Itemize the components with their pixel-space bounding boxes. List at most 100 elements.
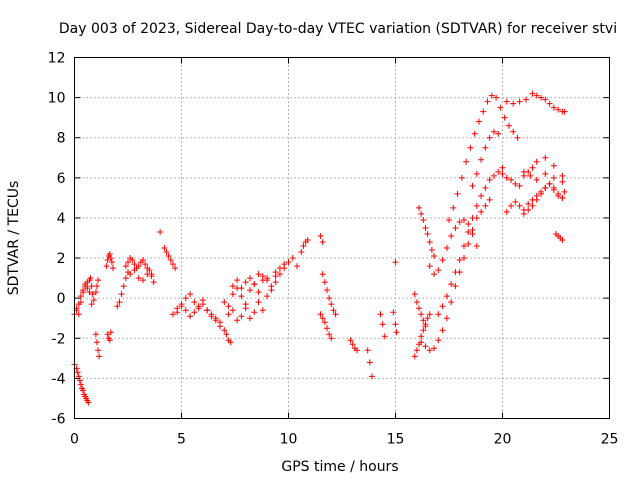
data-point [285, 259, 292, 266]
data-point [520, 172, 527, 179]
data-point [448, 281, 455, 288]
data-point [418, 210, 425, 217]
data-point [435, 267, 442, 274]
data-point [475, 118, 482, 125]
data-point [454, 190, 461, 197]
data-point [129, 257, 136, 264]
data-point [172, 265, 179, 272]
data-point [191, 309, 198, 316]
data-point [484, 98, 491, 105]
data-point [413, 299, 420, 306]
data-point [499, 170, 506, 177]
data-point [480, 108, 487, 115]
data-point [510, 128, 517, 135]
data-point [259, 273, 266, 280]
data-point [416, 204, 423, 211]
data-point [533, 92, 540, 99]
data-point [144, 271, 151, 278]
data-point [381, 333, 388, 340]
data-point [460, 216, 467, 223]
data-point [393, 329, 400, 336]
data-point [514, 134, 521, 141]
data-point [131, 261, 138, 268]
data-point [426, 239, 433, 246]
data-point [87, 275, 94, 282]
y-tick-label: -6 [52, 412, 66, 428]
data-point [503, 98, 510, 105]
data-point [550, 162, 557, 169]
data-point [411, 353, 418, 360]
data-point [529, 90, 536, 97]
data-point [90, 297, 97, 304]
data-point [95, 277, 102, 284]
data-point [452, 269, 459, 276]
data-point [431, 271, 438, 278]
data-point [127, 271, 134, 278]
data-point [550, 104, 557, 111]
data-point [122, 263, 129, 270]
data-point [246, 275, 253, 282]
data-point [104, 257, 111, 264]
data-point [428, 247, 435, 254]
data-point [364, 347, 371, 354]
data-point [217, 323, 224, 330]
data-point [208, 313, 215, 320]
data-point [456, 257, 463, 264]
data-point [422, 343, 429, 350]
data-point [422, 224, 429, 231]
data-point [242, 305, 249, 312]
data-point [493, 94, 500, 101]
data-point [503, 208, 510, 215]
data-point [234, 317, 241, 324]
data-point [107, 329, 114, 336]
data-point [300, 243, 307, 250]
x-axis-label: GPS time / hours [281, 459, 398, 475]
data-point [546, 100, 553, 107]
data-point [555, 106, 562, 113]
data-point [118, 291, 125, 298]
data-point [448, 232, 455, 239]
data-point [103, 263, 110, 270]
data-point [93, 283, 100, 290]
data-point [420, 327, 427, 334]
data-point [529, 164, 536, 171]
x-tick-label: 0 [70, 432, 79, 448]
data-point [529, 202, 536, 209]
data-point [452, 224, 459, 231]
data-point [174, 309, 181, 316]
data-point [418, 333, 425, 340]
data-point [125, 259, 131, 266]
data-point [416, 305, 423, 312]
data-point [227, 339, 234, 346]
data-point [264, 277, 271, 284]
data-point [332, 311, 339, 318]
x-tick-label: 25 [601, 432, 619, 448]
data-point [77, 293, 84, 300]
data-point [317, 311, 324, 318]
data-point [321, 279, 328, 286]
data-point [120, 283, 127, 290]
x-tick-label: 5 [177, 432, 186, 448]
data-point [478, 208, 485, 215]
data-point [450, 204, 457, 211]
data-point [238, 313, 245, 320]
data-point [221, 299, 228, 306]
data-point [501, 114, 508, 121]
data-points [71, 90, 568, 406]
data-point [465, 220, 472, 227]
data-point [533, 158, 540, 165]
data-point [512, 180, 519, 187]
data-point [167, 257, 174, 264]
data-point [135, 263, 142, 270]
data-point [390, 309, 397, 316]
data-point [482, 202, 489, 209]
data-point [426, 263, 433, 270]
data-point [525, 168, 532, 175]
data-point [321, 319, 328, 326]
data-point [328, 301, 335, 308]
data-point [80, 387, 87, 394]
data-point [439, 257, 446, 264]
y-tick-label: 6 [57, 171, 66, 187]
data-point [443, 293, 450, 300]
